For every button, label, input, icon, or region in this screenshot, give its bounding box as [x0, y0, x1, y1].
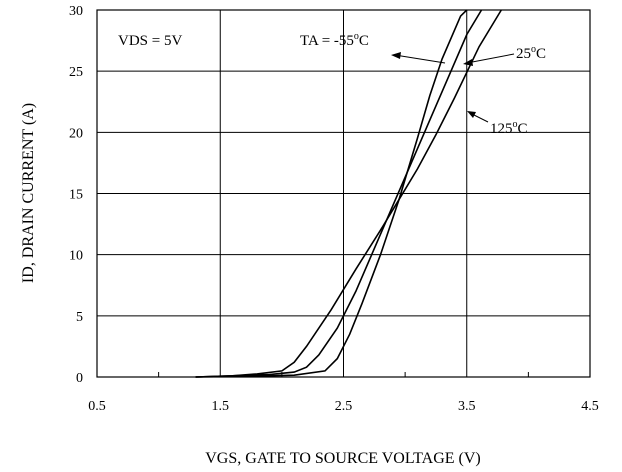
degree-symbol: o — [531, 44, 536, 55]
x-axis-label: VGS, GATE TO SOURCE VOLTAGE (V) — [205, 450, 480, 467]
vds-condition-label: VDS = 5V — [118, 33, 182, 49]
y-tick-label: 0 — [76, 371, 83, 386]
degree-symbol: o — [513, 119, 518, 130]
unit-celsius: C — [518, 121, 528, 137]
y-tick-label: 30 — [69, 4, 83, 19]
unit-celsius: C — [536, 46, 546, 62]
label-125-text: 125 — [490, 121, 513, 137]
y-tick-label: 20 — [69, 126, 83, 141]
series-line-25c — [195, 9, 483, 378]
label-125c-arrowhead — [467, 111, 476, 118]
label-25c-annotation: 25oC — [463, 44, 546, 66]
svg-text:TA = -55oC: TA = -55oC — [300, 31, 369, 49]
series-line-125c — [195, 9, 502, 378]
x-tick-label: 3.5 — [458, 399, 476, 414]
y-axis-label: ID, DRAIN CURRENT (A) — [20, 103, 37, 283]
svg-text:125oC: 125oC — [490, 119, 528, 137]
grid — [96, 9, 591, 378]
ta-minus55-arrowhead — [391, 52, 401, 59]
y-tick-label: 10 — [69, 249, 83, 264]
label-25-text: 25 — [516, 46, 531, 62]
label-25c-leader-line — [466, 53, 515, 64]
svg-text:25oC: 25oC — [516, 44, 546, 62]
label-25c-arrowhead — [463, 59, 473, 66]
x-tick-label: 1.5 — [212, 399, 230, 414]
x-tick-label: 0.5 — [88, 399, 106, 414]
ta-minus55-annotation: TA = -55oC — [300, 31, 446, 64]
y-tick-label: 25 — [69, 65, 83, 80]
degree-symbol: o — [354, 31, 359, 42]
series-line-minus55c — [195, 9, 468, 378]
x-tick-label: 2.5 — [335, 399, 353, 414]
series-lines — [195, 9, 502, 378]
tick-labels: 0.5 1.5 2.5 3.5 4.5 0 5 10 15 20 25 30 — [69, 4, 599, 414]
unit-celsius: C — [359, 33, 369, 49]
x-tick-label: 4.5 — [581, 399, 599, 414]
ta-minus55-leader-line — [394, 54, 446, 64]
ta-minus55-text: TA = -55 — [300, 33, 354, 49]
y-tick-label: 15 — [69, 188, 83, 203]
y-tick-label: 5 — [76, 310, 83, 325]
label-125c-annotation: 125oC — [467, 111, 528, 137]
plot-frame — [96, 9, 591, 378]
